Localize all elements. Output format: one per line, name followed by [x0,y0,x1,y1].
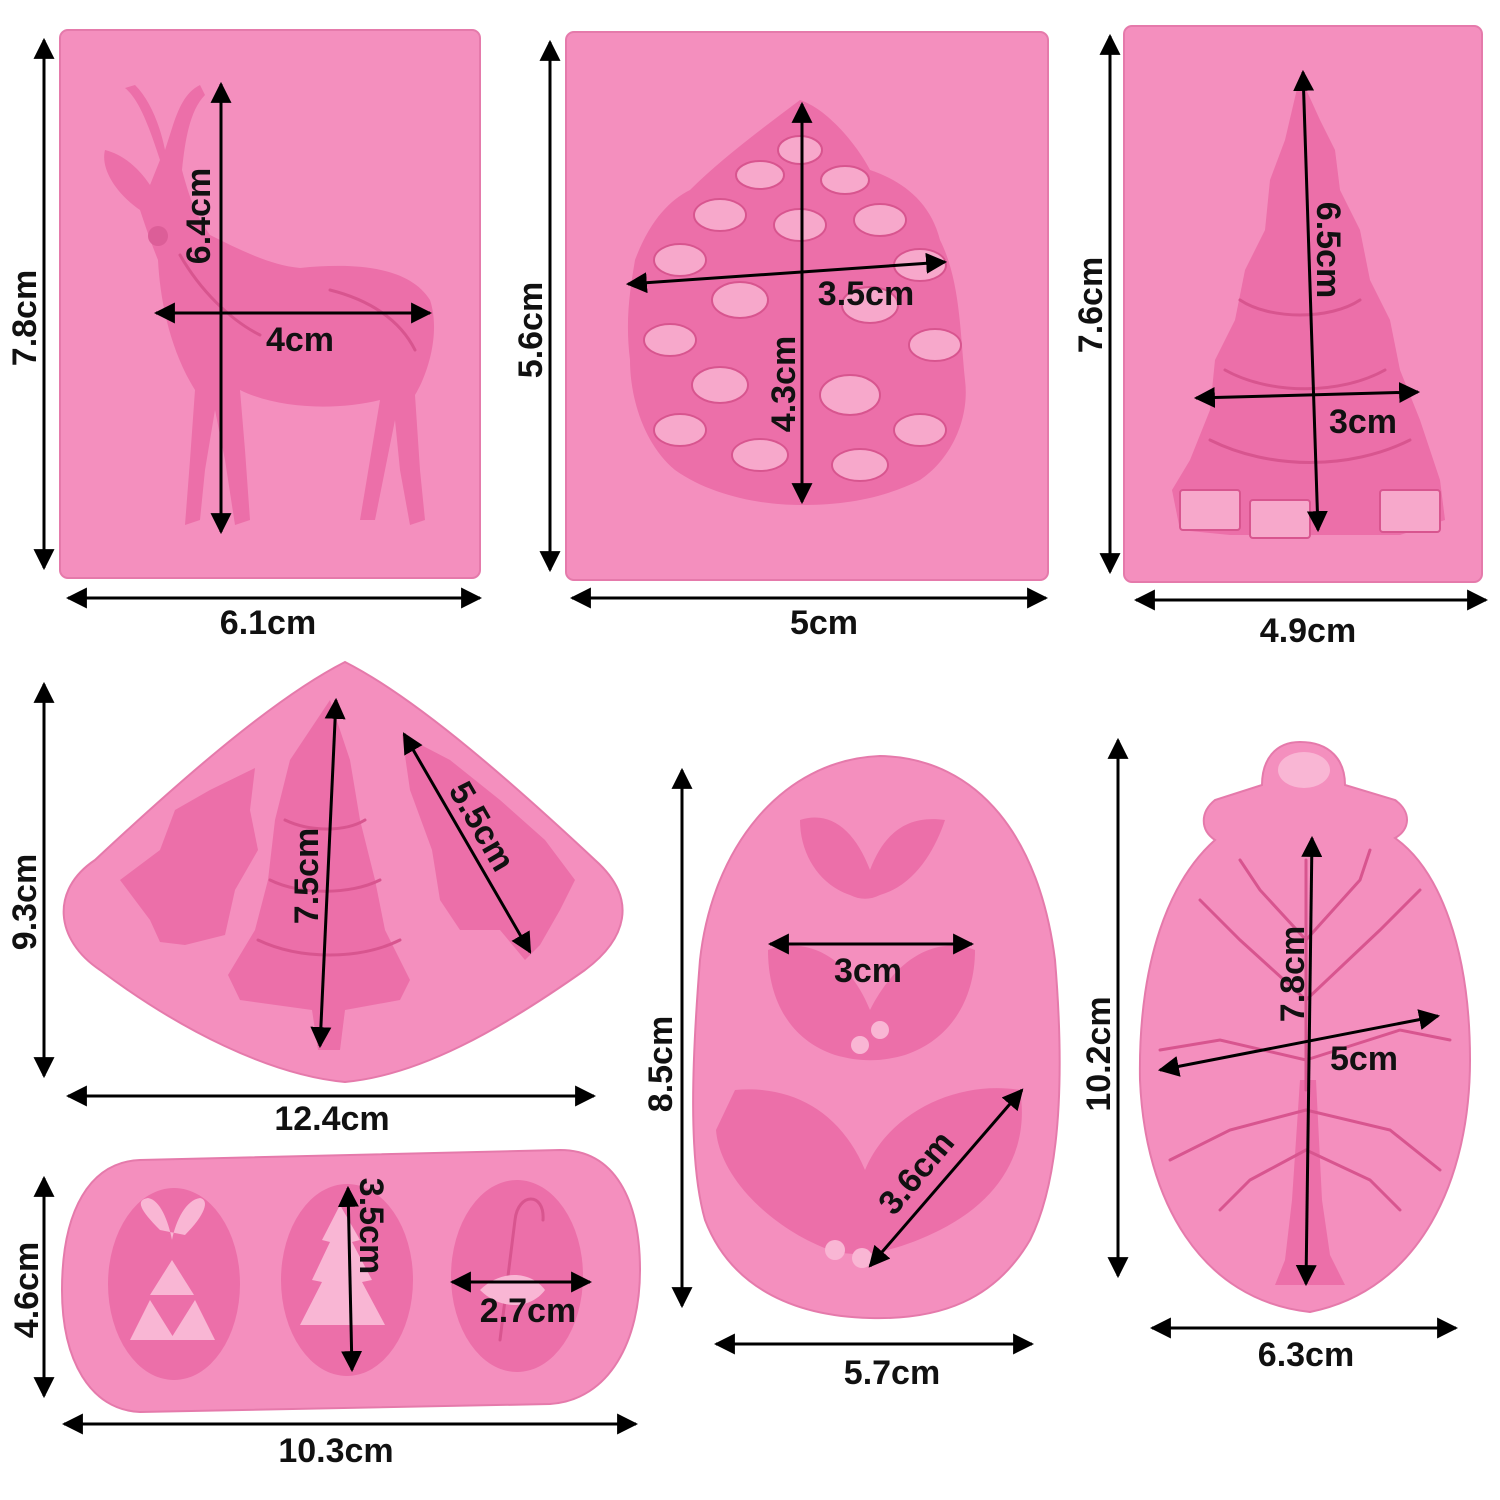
tree-ornament-inner-height-label: 7.8cm [1274,926,1312,1022]
christmas-tree-inner-height-label: 6.5cm [1309,202,1347,298]
christmas-tree-inner-width-arrow [1193,382,1421,408]
pinecone-mold: 5.6cm 5cm 3.5cm 4.3cm [512,31,1049,642]
three-trees-inner-height-label: 7.5cm [288,828,326,924]
three-ovals-inner-height-label: 3.5cm [352,1178,390,1274]
tree-ornament-mold: 10.2cm 6.3cm 7.8cm 5cm [1080,737,1472,1374]
pinecone-inner-height-label: 4.3cm [765,336,803,432]
christmas-tree-inner-height-arrow [1293,69,1328,533]
three-ovals-inner-height-arrow [337,1185,363,1373]
small-tree-cavity [120,768,258,945]
holly-width-label: 5.7cm [844,1354,940,1392]
three-ovals-width-label: 10.3cm [278,1432,393,1470]
holly-mold: 8.5cm 5.7cm 3cm 3.6cm [642,754,1061,1392]
pinecone-height-label: 5.6cm [512,282,550,378]
tree-ornament-inner-width-arrow [1157,1009,1441,1077]
deer-mold: 7.8cm 6.1cm 6.4cm 4cm [6,29,483,642]
three-trees-height-label: 9.3cm [6,854,44,950]
tree-ornament-width-label: 6.3cm [1258,1336,1354,1374]
three-trees-width-label: 12.4cm [274,1100,389,1138]
three-ovals-mold: 4.6cm 10.3cm 3.5cm 2.7cm [8,1148,642,1470]
three-trees-inner-diagonal-arrow [402,732,532,954]
deer-inner-width-label: 4cm [266,321,334,359]
holly-small-cavity [800,817,945,899]
deer-inner-height-label: 6.4cm [180,168,218,264]
christmas-tree-mold: 7.6cm 4.9cm 6.5cm 3cm [1072,25,1489,650]
deer-width-label: 6.1cm [220,604,316,642]
three-trees-inner-height-arrow [310,697,346,1049]
christmas-tree-width-label: 4.9cm [1260,612,1356,650]
tree-ornament-inner-width-label: 5cm [1330,1040,1398,1078]
pinecone-width-label: 5cm [790,604,858,642]
holly-height-label: 8.5cm [642,1016,680,1112]
three-trees-mold: 9.3cm 12.4cm 7.5cm 5.5cm [6,660,624,1138]
pinecone-inner-width-label: 3.5cm [818,275,914,313]
christmas-tree-height-label: 7.6cm [1072,257,1110,353]
three-ovals-height-label: 4.6cm [8,1242,46,1338]
holly-inner-width-label: 3cm [834,952,902,990]
holly-inner-diagonal-arrow [868,1088,1024,1268]
three-ovals-inner-width-label: 2.7cm [480,1292,576,1330]
deer-height-label: 7.8cm [6,270,44,366]
tree-ornament-height-label: 10.2cm [1080,996,1118,1111]
pinecone-inner-width-arrow [625,252,948,294]
holly-middle-cavity [768,945,975,1061]
christmas-tree-inner-width-label: 3cm [1329,403,1397,441]
